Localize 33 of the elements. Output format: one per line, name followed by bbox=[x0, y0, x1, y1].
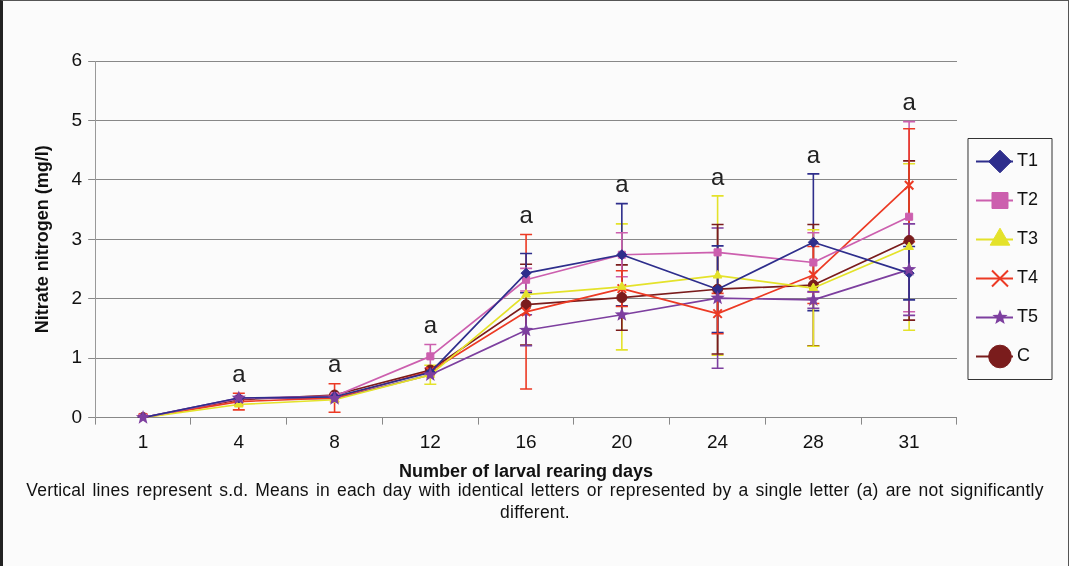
legend-label: T3 bbox=[1016, 228, 1039, 249]
x-tick-label: 1 bbox=[137, 431, 149, 453]
annotation: a bbox=[710, 162, 725, 190]
y-tick-label: 1 bbox=[71, 346, 83, 368]
legend-label: T5 bbox=[1016, 306, 1039, 327]
x-tick-label: 24 bbox=[707, 431, 729, 453]
annotation: a bbox=[902, 88, 917, 116]
text: Vertical lines represent s.d. Means in each day with identical letters or represented by a single letter (a) are not significantly different. bbox=[25, 480, 1045, 523]
x-tick-label: 12 bbox=[419, 431, 441, 453]
y-tick-label: 0 bbox=[71, 405, 83, 427]
legend-label: T1 bbox=[1016, 150, 1039, 171]
legend-label: T2 bbox=[1016, 189, 1039, 210]
legend-label: T4 bbox=[1016, 267, 1039, 288]
y-axis-title: Nitrate nitrogen (mg/l) bbox=[31, 145, 52, 334]
annotation: a bbox=[806, 140, 821, 168]
x-tick-label: 16 bbox=[515, 431, 537, 453]
x-tick-label: 28 bbox=[802, 431, 824, 453]
annotation: a bbox=[519, 201, 534, 229]
annotation: a bbox=[615, 170, 630, 198]
y-tick-label: 4 bbox=[71, 168, 83, 190]
x-axis-title: Number of larval rearing days bbox=[399, 461, 654, 482]
y-tick-label: 6 bbox=[71, 49, 83, 71]
y-tick-label: 3 bbox=[71, 227, 83, 249]
legend-label: C bbox=[1016, 345, 1030, 366]
y-tick-label: 2 bbox=[71, 286, 83, 308]
annotation: a bbox=[232, 359, 247, 387]
annotation: a bbox=[423, 311, 438, 339]
x-tick-label: 31 bbox=[898, 431, 920, 453]
annotation: a bbox=[327, 350, 342, 378]
x-tick-label: 4 bbox=[233, 431, 245, 453]
x-tick-label: 8 bbox=[329, 431, 340, 453]
y-tick-label: 5 bbox=[71, 108, 83, 130]
x-tick-label: 20 bbox=[611, 431, 633, 453]
